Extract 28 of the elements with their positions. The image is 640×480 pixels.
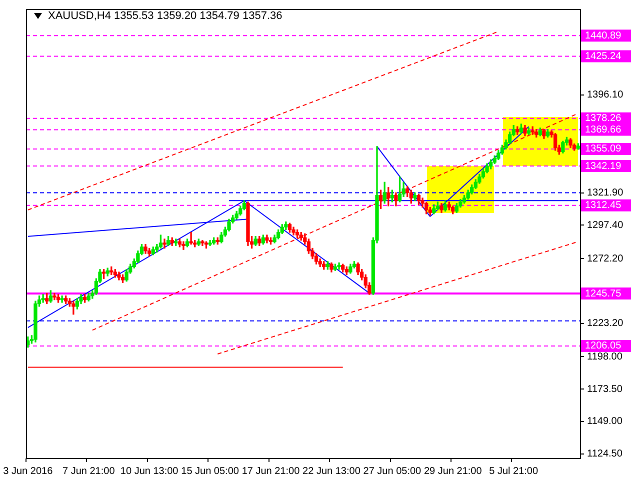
x-tick-label: 27 Jun 05:00 (363, 466, 422, 477)
x-tick-label: 17 Jun 21:00 (242, 466, 300, 477)
y-tick-label: 1396.10 (587, 90, 624, 101)
y-tick-label: 1321.90 (587, 188, 624, 199)
y-tick-label: 1149.00 (587, 416, 623, 428)
x-tick-label: 15 Jun 05:00 (181, 466, 240, 477)
ref-line-label: 1425.24 (585, 51, 622, 62)
y-tick-label: 1223.20 (587, 318, 624, 330)
y-tick-label: 1124.50 (587, 448, 623, 460)
x-tick-label: 10 Jun 13:00 (120, 466, 179, 477)
x-tick-label: 7 Jun 21:00 (62, 466, 116, 477)
ref-line-label: 1206.05 (585, 340, 622, 352)
x-tick-label: 5 Jul 21:00 (489, 466, 538, 477)
ref-line-label: 1378.26 (585, 113, 622, 124)
x-tick-label: 29 Jun 21:00 (424, 466, 482, 477)
x-tick-label: 22 Jun 13:00 (302, 466, 361, 477)
y-tick-label: 1198.00 (587, 351, 623, 362)
y-tick-label: 1272.20 (587, 253, 624, 264)
ref-line-label: 1440.89 (585, 30, 622, 42)
ref-line-label: 1342.19 (585, 160, 622, 172)
ref-line-label: 1369.66 (585, 124, 622, 136)
ref-line-label: 1312.45 (585, 200, 622, 212)
y-tick-label: 1173.50 (587, 384, 623, 395)
y-tick-label: 1297.40 (587, 220, 624, 231)
ref-line-label: 1245.75 (585, 288, 622, 300)
ref-line-label: 1355.09 (585, 144, 622, 155)
chart-title: XAUUSD,H4 1355.53 1359.20 1354.79 1357.36 (48, 10, 282, 22)
x-tick-label: 3 Jun 2016 (3, 466, 54, 477)
